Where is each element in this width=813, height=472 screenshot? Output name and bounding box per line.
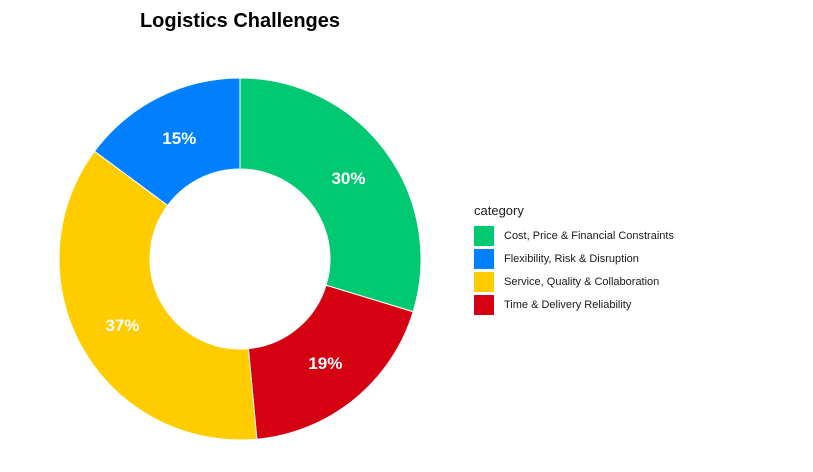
slice-time-delivery-reliability bbox=[247, 284, 414, 440]
donut-slices bbox=[58, 77, 422, 441]
slice-label-time-delivery-reliability: 19% bbox=[308, 354, 342, 373]
legend-label: Service, Quality & Collaboration bbox=[504, 275, 660, 288]
slice-service-quality-collaboration bbox=[58, 150, 258, 441]
legend-item-flexibility-risk-disruption: Flexibility, Risk & Disruption bbox=[474, 247, 674, 270]
legend-label: Time & Delivery Reliability bbox=[504, 298, 632, 311]
slice-flexibility-risk-disruption bbox=[93, 77, 241, 207]
legend-items: Cost, Price & Financial Constraints Flexi… bbox=[474, 224, 674, 316]
legend-item-cost-price-financial-constraints: Cost, Price & Financial Constraints bbox=[474, 224, 674, 247]
legend-label: Flexibility, Risk & Disruption bbox=[504, 252, 639, 265]
slice-label-service-quality-collaboration: 37% bbox=[105, 316, 139, 335]
slice-cost-price-financial-constraints bbox=[239, 77, 422, 313]
legend-label: Cost, Price & Financial Constraints bbox=[504, 229, 674, 242]
legend-swatch bbox=[474, 294, 494, 315]
legend-swatch bbox=[474, 225, 494, 246]
legend-swatch bbox=[474, 271, 494, 292]
legend-title: category bbox=[474, 203, 524, 218]
legend-swatch bbox=[474, 248, 494, 269]
legend: category Cost, Price & Financial Constra… bbox=[474, 203, 674, 316]
donut-labels: 30% 19% 37% 15% bbox=[105, 129, 365, 373]
legend-item-service-quality-collaboration: Service, Quality & Collaboration bbox=[474, 270, 674, 293]
slice-label-cost-price-financial-constraints: 30% bbox=[331, 169, 365, 188]
chart-title: Logistics Challenges bbox=[139, 10, 341, 32]
slice-label-flexibility-risk-disruption: 15% bbox=[162, 129, 196, 148]
legend-item-time-delivery-reliability: Time & Delivery Reliability bbox=[474, 293, 674, 316]
